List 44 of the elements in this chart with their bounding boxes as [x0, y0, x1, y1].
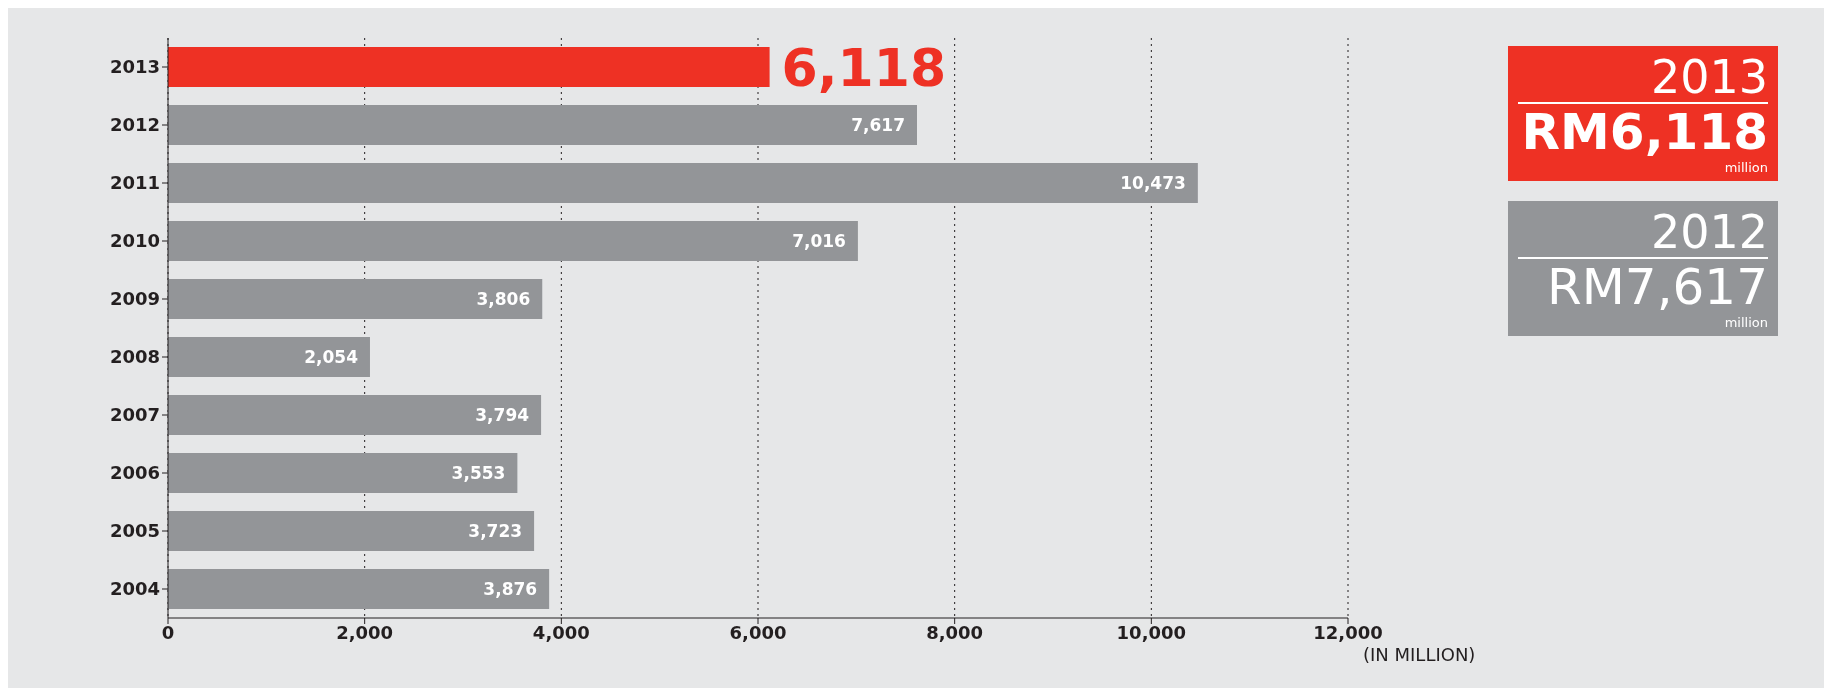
bar: [168, 221, 858, 261]
bar: [168, 47, 770, 87]
x-tick-label: 12,000: [1313, 621, 1383, 643]
y-tick-label: 2007: [109, 404, 160, 426]
y-tick-label: 2008: [109, 346, 160, 368]
y-tick-label: 2009: [109, 288, 160, 310]
x-tick-label: 8,000: [926, 621, 984, 643]
y-tick-label: 2004: [109, 578, 160, 600]
y-tick-label: 2011: [109, 172, 160, 194]
data-label: 3,806: [476, 289, 531, 310]
text: 2013: [1518, 50, 1768, 104]
data-label: 3,876: [483, 579, 538, 600]
data-label: 2,054: [304, 347, 359, 368]
data-label: 3,723: [468, 521, 523, 542]
text: 2012: [1518, 205, 1768, 259]
y-tick-label: 2012: [109, 114, 160, 136]
data-label: 7,617: [851, 115, 906, 136]
y-tick-label: 2005: [109, 520, 160, 542]
data-label: 3,553: [451, 463, 506, 484]
text: million: [1723, 315, 1768, 330]
bar: [168, 105, 918, 145]
x-tick-label: 10,000: [1116, 621, 1187, 643]
bar: [168, 569, 550, 609]
x-tick-label: 6,000: [729, 621, 787, 643]
bar: [168, 395, 542, 435]
bar: [168, 163, 1198, 203]
y-tick-label: 2010: [109, 230, 160, 252]
text: RM7,617: [1545, 258, 1768, 316]
x-axis-title: (IN MILLION): [1363, 644, 1476, 666]
bar: [168, 279, 543, 319]
bar: [168, 511, 535, 551]
text: RM6,118: [1520, 103, 1768, 161]
x-tick-label: 0: [161, 621, 175, 643]
data-label: 6,118: [781, 37, 947, 98]
y-tick-label: 2013: [109, 56, 160, 78]
data-label: 10,473: [1120, 173, 1186, 194]
x-tick-label: 4,000: [532, 621, 590, 643]
bar: [168, 453, 518, 493]
y-tick-label: 2006: [109, 462, 160, 484]
data-label: 3,794: [475, 405, 530, 426]
bar: [168, 337, 370, 377]
x-tick-label: 2,000: [336, 621, 394, 643]
data-label: 7,016: [792, 231, 846, 252]
text: million: [1723, 160, 1768, 175]
